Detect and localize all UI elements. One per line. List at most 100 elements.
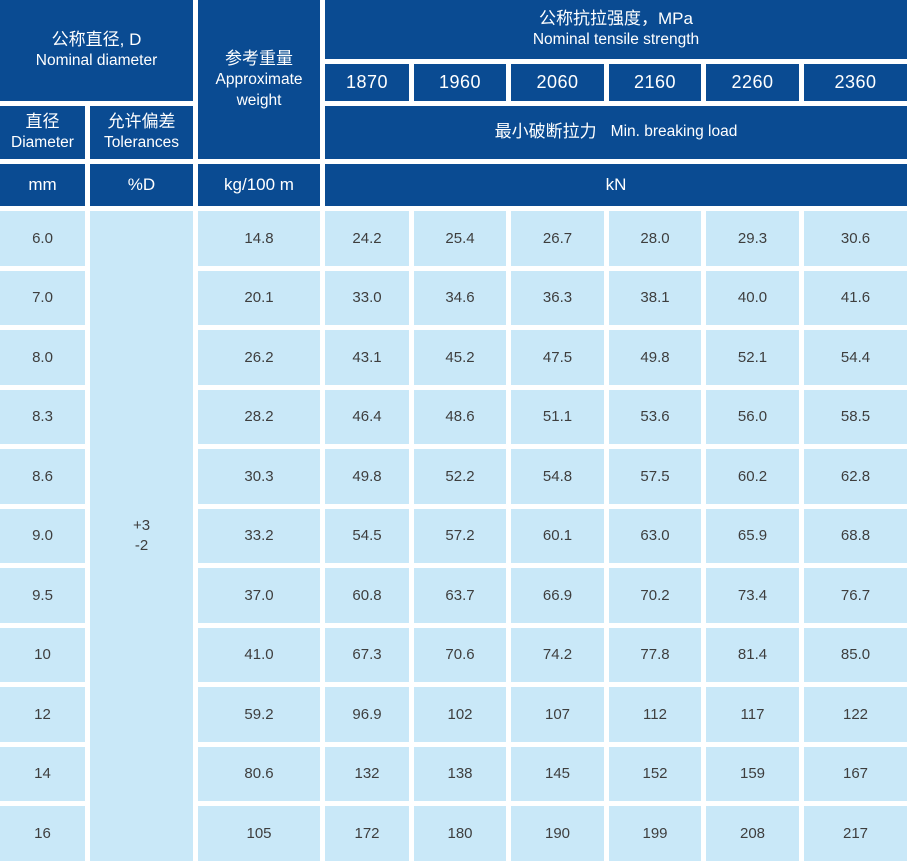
- breaking-load-cell: 38.1: [609, 270, 701, 326]
- weight-cell: 105: [198, 806, 320, 861]
- strength-grade-2160: 2160: [609, 64, 701, 101]
- breaking-load-cell: 208: [706, 806, 799, 861]
- diameter-cell: 12: [0, 687, 85, 742]
- diameter-cell: 14: [0, 746, 85, 802]
- header-breaking-load-en: Min. breaking load: [610, 123, 738, 141]
- breaking-load-cell: 63.7: [414, 568, 506, 623]
- breaking-load-cell: 25.4: [414, 211, 506, 266]
- weight-cell: 41.0: [198, 627, 320, 683]
- weight-cell: 14.8: [198, 211, 320, 266]
- strength-grade-2260: 2260: [706, 64, 799, 101]
- diameter-cell: 16: [0, 806, 85, 861]
- weight-cell: 30.3: [198, 449, 320, 504]
- breaking-load-cell: 51.1: [511, 389, 604, 445]
- breaking-load-cell: 81.4: [706, 627, 799, 683]
- breaking-load-cell: 145: [511, 746, 604, 802]
- header-diameter-en: Diameter: [11, 134, 74, 152]
- tolerance-minus: -2: [134, 537, 149, 554]
- strength-grade-1960: 1960: [414, 64, 506, 101]
- breaking-load-cell: 54.4: [804, 330, 907, 385]
- breaking-load-cell: 70.2: [609, 568, 701, 623]
- weight-cell: 26.2: [198, 330, 320, 385]
- header-tensile-strength-zh: 公称抗拉强度，MPa: [539, 9, 693, 29]
- strength-grade-2360: 2360: [804, 64, 907, 101]
- breaking-load-cell: 60.1: [511, 508, 604, 564]
- breaking-load-cell: 43.1: [325, 330, 409, 385]
- strength-grade-1870: 1870: [325, 64, 409, 101]
- breaking-load-cell: 30.6: [804, 211, 907, 266]
- breaking-load-cell: 62.8: [804, 449, 907, 504]
- breaking-load-cell: 57.2: [414, 508, 506, 564]
- weight-cell: 59.2: [198, 687, 320, 742]
- breaking-load-cell: 132: [325, 746, 409, 802]
- breaking-load-cell: 76.7: [804, 568, 907, 623]
- breaking-load-cell: 33.0: [325, 270, 409, 326]
- header-nominal-diameter: 公称直径, D Nominal diameter: [0, 0, 193, 101]
- breaking-load-cell: 180: [414, 806, 506, 861]
- breaking-load-cell: 172: [325, 806, 409, 861]
- breaking-load-cell: 34.6: [414, 270, 506, 326]
- breaking-load-cell: 45.2: [414, 330, 506, 385]
- breaking-load-cell: 40.0: [706, 270, 799, 326]
- breaking-load-cell: 107: [511, 687, 604, 742]
- diameter-cell: 7.0: [0, 270, 85, 326]
- breaking-load-cell: 56.0: [706, 389, 799, 445]
- breaking-load-cell: 28.0: [609, 211, 701, 266]
- header-nominal-diameter-en: Nominal diameter: [35, 52, 158, 70]
- tolerance-plus: +3: [132, 516, 151, 534]
- weight-cell: 20.1: [198, 270, 320, 326]
- weight-cell: 37.0: [198, 568, 320, 623]
- breaking-load-cell: 57.5: [609, 449, 701, 504]
- breaking-load-cell: 65.9: [706, 508, 799, 564]
- breaking-load-cell: 52.1: [706, 330, 799, 385]
- breaking-load-cell: 26.7: [511, 211, 604, 266]
- breaking-load-cell: 217: [804, 806, 907, 861]
- diameter-cell: 10: [0, 627, 85, 683]
- breaking-load-cell: 49.8: [609, 330, 701, 385]
- breaking-load-cell: 85.0: [804, 627, 907, 683]
- breaking-load-cell: 190: [511, 806, 604, 861]
- diameter-cell: 9.0: [0, 508, 85, 564]
- header-diameter-zh: 直径: [25, 112, 60, 132]
- header-tolerances: 允许偏差 Tolerances: [90, 106, 193, 159]
- breaking-load-cell: 199: [609, 806, 701, 861]
- breaking-load-cell: 167: [804, 746, 907, 802]
- weight-cell: 33.2: [198, 508, 320, 564]
- breaking-load-cell: 138: [414, 746, 506, 802]
- breaking-load-cell: 49.8: [325, 449, 409, 504]
- breaking-load-cell: 48.6: [414, 389, 506, 445]
- breaking-load-cell: 54.8: [511, 449, 604, 504]
- breaking-load-cell: 152: [609, 746, 701, 802]
- header-approximate-weight-en: Approximate weight: [215, 71, 303, 109]
- breaking-load-cell: 58.5: [804, 389, 907, 445]
- header-tensile-strength: 公称抗拉强度，MPa Nominal tensile strength: [325, 0, 907, 59]
- weight-cell: 28.2: [198, 389, 320, 445]
- breaking-load-cell: 66.9: [511, 568, 604, 623]
- breaking-load-cell: 112: [609, 687, 701, 742]
- breaking-load-cell: 70.6: [414, 627, 506, 683]
- breaking-load-cell: 24.2: [325, 211, 409, 266]
- breaking-load-cell: 102: [414, 687, 506, 742]
- header-breaking-load-zh: 最小破断拉力: [494, 122, 597, 142]
- diameter-cell: 8.3: [0, 389, 85, 445]
- breaking-load-cell: 117: [706, 687, 799, 742]
- breaking-load-cell: 36.3: [511, 270, 604, 326]
- breaking-load-cell: 77.8: [609, 627, 701, 683]
- header-tensile-strength-en: Nominal tensile strength: [532, 31, 700, 49]
- header-approximate-weight: 参考重量 Approximate weight: [198, 0, 320, 159]
- breaking-load-cell: 159: [706, 746, 799, 802]
- breaking-load-cell: 63.0: [609, 508, 701, 564]
- header-approximate-weight-zh: 参考重量: [225, 49, 293, 69]
- diameter-cell: 9.5: [0, 568, 85, 623]
- diameter-cell: 8.6: [0, 449, 85, 504]
- breaking-load-cell: 54.5: [325, 508, 409, 564]
- breaking-load-cell: 60.8: [325, 568, 409, 623]
- strength-grade-2060: 2060: [511, 64, 604, 101]
- header-breaking-load: 最小破断拉力 Min. breaking load: [325, 106, 907, 159]
- breaking-load-cell: 53.6: [609, 389, 701, 445]
- breaking-load-cell: 73.4: [706, 568, 799, 623]
- diameter-cell: 6.0: [0, 211, 85, 266]
- header-nominal-diameter-zh: 公称直径, D: [51, 30, 142, 50]
- breaking-load-cell: 122: [804, 687, 907, 742]
- header-tolerances-zh: 允许偏差: [107, 112, 176, 132]
